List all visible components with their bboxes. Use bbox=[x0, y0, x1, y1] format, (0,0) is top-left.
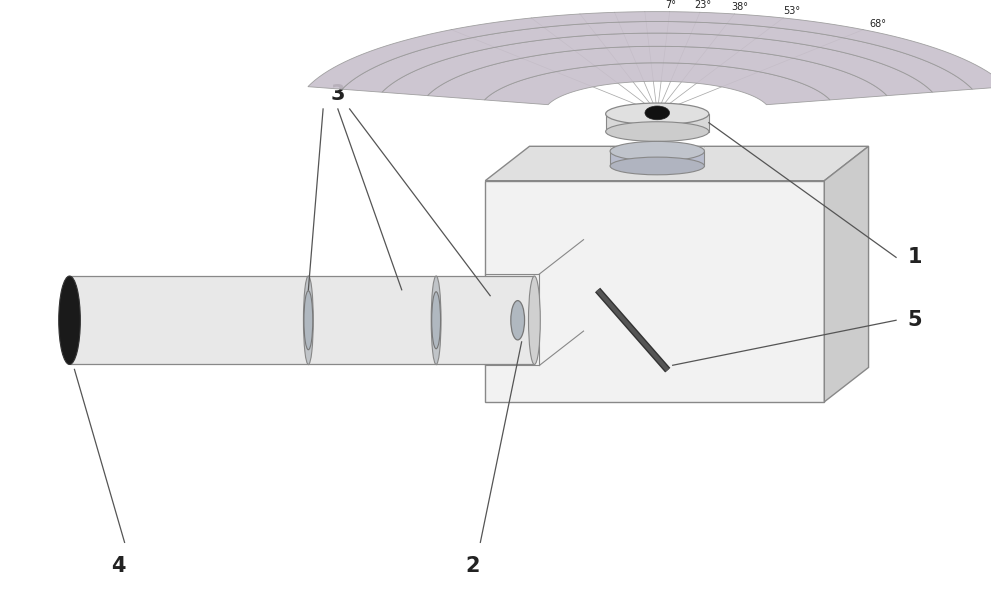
Ellipse shape bbox=[529, 276, 540, 364]
Ellipse shape bbox=[645, 106, 670, 120]
Text: 5: 5 bbox=[908, 310, 922, 330]
Polygon shape bbox=[610, 151, 704, 166]
Ellipse shape bbox=[511, 301, 525, 340]
Text: 7°: 7° bbox=[665, 0, 676, 10]
Polygon shape bbox=[308, 11, 1000, 89]
Polygon shape bbox=[428, 47, 887, 100]
Polygon shape bbox=[824, 146, 869, 402]
Ellipse shape bbox=[431, 276, 441, 364]
Ellipse shape bbox=[610, 141, 704, 161]
Text: 3: 3 bbox=[331, 84, 345, 104]
Ellipse shape bbox=[606, 122, 709, 141]
Polygon shape bbox=[485, 181, 824, 402]
Polygon shape bbox=[484, 63, 830, 104]
Text: 1: 1 bbox=[908, 248, 922, 268]
Text: 2: 2 bbox=[465, 556, 480, 576]
Polygon shape bbox=[606, 114, 709, 132]
Polygon shape bbox=[70, 276, 534, 364]
Ellipse shape bbox=[432, 292, 441, 349]
Polygon shape bbox=[485, 146, 869, 181]
Ellipse shape bbox=[59, 276, 80, 364]
Text: 23°: 23° bbox=[694, 0, 711, 10]
Ellipse shape bbox=[304, 291, 313, 350]
Text: 68°: 68° bbox=[869, 19, 886, 29]
Ellipse shape bbox=[606, 103, 709, 124]
Text: 4: 4 bbox=[111, 556, 126, 576]
Ellipse shape bbox=[610, 157, 704, 175]
Polygon shape bbox=[382, 33, 933, 95]
Text: 53°: 53° bbox=[783, 6, 801, 16]
Polygon shape bbox=[342, 22, 972, 92]
Text: 38°: 38° bbox=[731, 2, 748, 12]
Ellipse shape bbox=[303, 276, 313, 364]
